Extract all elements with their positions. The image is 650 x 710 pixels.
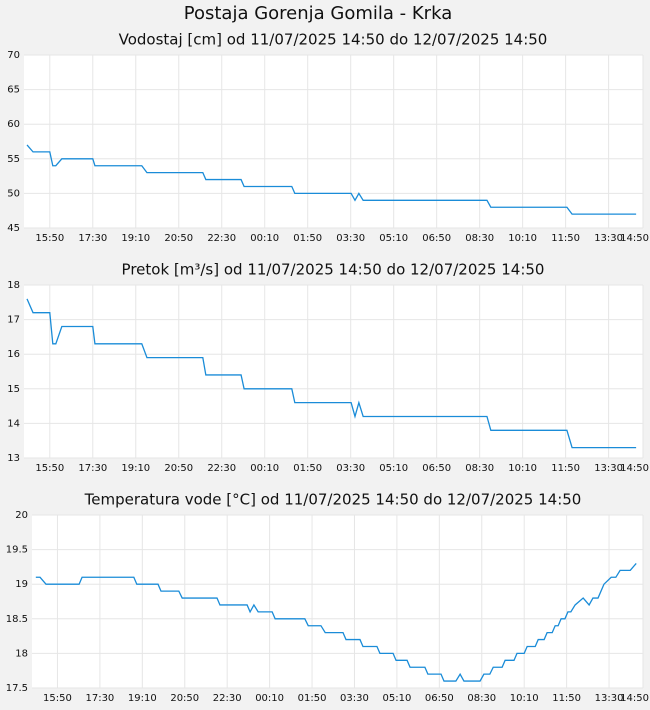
y-tick-label: 50 [7,188,20,199]
y-tick-label: 15 [7,384,20,395]
x-tick-label: 20:50 [164,463,193,474]
x-tick-label: 19:10 [121,463,150,474]
y-tick-label: 55 [7,154,20,165]
x-tick-label: 10:10 [510,693,539,704]
x-tick-label: 05:10 [379,233,408,244]
x-tick-label: 01:50 [293,233,322,244]
x-tick-label: 05:10 [382,693,411,704]
x-tick-label: 22:30 [207,233,236,244]
x-tick-label: 22:30 [213,693,242,704]
x-tick-label: 20:50 [164,233,193,244]
x-tick-label: 17:30 [78,463,107,474]
plot-area [24,285,643,458]
x-tick-label: 10:10 [508,463,537,474]
x-tick-label: 05:10 [379,463,408,474]
x-tick-label: 01:50 [298,693,327,704]
x-tick-label: 13:30 [594,233,623,244]
plot-area [32,515,643,688]
x-tick-label: 13:30 [594,463,623,474]
y-tick-label: 45 [7,223,20,234]
x-tick-label: 03:30 [340,693,369,704]
data-line [35,563,637,682]
x-tick-label: 10:10 [508,233,537,244]
y-tick-label: 19.5 [6,545,28,556]
chart-title: Vodostaj [cm] od 11/07/2025 14:50 do 12/… [119,31,548,49]
y-tick-label: 18 [15,648,28,659]
x-tick-label: 20:50 [170,693,199,704]
x-tick-label: 14:50 [620,233,649,244]
x-tick-label: 14:50 [620,463,649,474]
y-tick-label: 18.5 [6,614,28,625]
x-tick-label: 22:30 [207,463,236,474]
x-tick-label: 06:50 [422,463,451,474]
y-tick-label: 17.5 [6,683,28,694]
x-tick-label: 15:50 [35,233,64,244]
chart-title: Pretok [m³/s] od 11/07/2025 14:50 do 12/… [122,261,545,279]
x-tick-label: 13:30 [595,693,624,704]
x-tick-label: 19:10 [128,693,157,704]
x-tick-label: 06:50 [425,693,454,704]
x-tick-label: 15:50 [35,463,64,474]
y-tick-label: 14 [7,418,20,429]
y-tick-label: 17 [7,315,20,326]
y-tick-label: 60 [7,119,20,130]
chart-title: Temperatura vode [°C] od 11/07/2025 14:5… [84,491,582,509]
data-line [26,144,637,215]
page-title: Postaja Gorenja Gomila - Krka [184,3,452,24]
y-tick-label: 65 [7,85,20,96]
x-tick-label: 08:30 [465,233,494,244]
x-tick-label: 11:50 [551,463,580,474]
y-tick-label: 18 [7,280,20,291]
x-tick-label: 06:50 [422,233,451,244]
x-tick-label: 03:30 [336,463,365,474]
x-tick-label: 00:10 [250,233,279,244]
y-tick-label: 13 [7,453,20,464]
y-tick-label: 70 [7,50,20,61]
x-tick-label: 15:50 [43,693,72,704]
x-tick-label: 14:50 [620,693,649,704]
x-tick-label: 01:50 [293,463,322,474]
data-line [26,298,637,449]
x-tick-label: 17:30 [78,233,107,244]
x-tick-label: 17:30 [85,693,114,704]
plot-area [24,55,643,228]
y-tick-label: 19 [15,579,28,590]
y-tick-label: 20 [15,510,28,521]
x-tick-label: 11:50 [551,233,580,244]
x-tick-label: 11:50 [552,693,581,704]
x-tick-label: 03:30 [336,233,365,244]
x-tick-label: 00:10 [255,693,284,704]
x-tick-label: 08:30 [467,693,496,704]
y-tick-label: 16 [7,349,20,360]
x-tick-label: 00:10 [250,463,279,474]
x-tick-label: 19:10 [121,233,150,244]
x-tick-label: 08:30 [465,463,494,474]
